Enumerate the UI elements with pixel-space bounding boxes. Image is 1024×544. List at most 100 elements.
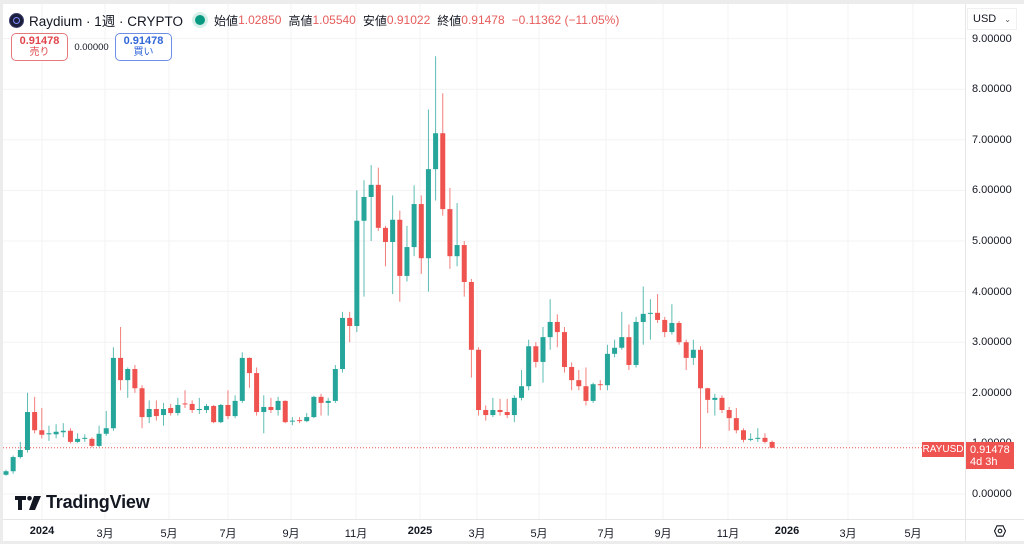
time-tick-label: 5月: [904, 528, 922, 540]
chart-pane[interactable]: Raydium · 1週 · CRYPTO 始値 1.02850 高値 1.05…: [3, 4, 965, 519]
candle: [189, 400, 195, 414]
market-open-status-icon: [195, 15, 206, 25]
candle: [340, 311, 346, 373]
candle: [82, 434, 88, 442]
candle: [175, 397, 181, 416]
gear-icon[interactable]: [994, 525, 1006, 537]
candle: [519, 370, 525, 401]
price-tick-label: 5.00000: [972, 235, 1012, 247]
candle: [196, 397, 202, 415]
buy-label: 買い: [133, 47, 154, 58]
candle: [254, 367, 260, 416]
sell-button[interactable]: 0.91478 売り: [11, 33, 68, 61]
price-tick-label: 7.00000: [972, 133, 1012, 146]
candle: [139, 385, 145, 429]
candle: [397, 210, 403, 302]
candle: [318, 393, 324, 416]
time-tick-label: 2024: [29, 525, 55, 537]
candle: [576, 370, 582, 391]
tradingview-watermark[interactable]: TradingView: [15, 492, 150, 513]
candle: [604, 344, 610, 391]
candle: [232, 395, 238, 419]
candle: [203, 403, 209, 414]
candle: [504, 398, 510, 419]
candle: [103, 411, 109, 436]
price-tick-label: 2.00000: [972, 386, 1012, 399]
candle: [153, 400, 159, 421]
candle: [261, 395, 267, 434]
candle: [289, 417, 295, 426]
candle: [425, 109, 431, 292]
currency-selector[interactable]: USD ⌄: [967, 8, 1017, 30]
price-tick-label: 0.00000: [972, 488, 1012, 500]
candle: [239, 352, 245, 403]
time-tick-label: 11月: [716, 528, 740, 540]
candle: [762, 433, 768, 444]
candle: [146, 400, 152, 424]
candle: [297, 417, 303, 424]
raydium-logo-icon: [9, 12, 24, 28]
candle: [53, 424, 59, 439]
candlestick-chart[interactable]: [3, 4, 965, 519]
candle: [497, 398, 503, 416]
price-tick-label: 4.00000: [972, 285, 1012, 298]
candle: [96, 425, 102, 447]
time-tick-label: 11月: [344, 528, 368, 540]
candle: [583, 367, 589, 406]
close-label: 終値: [437, 13, 462, 28]
high-label: 高値: [288, 13, 313, 28]
price-tick-label: 3.00000: [972, 336, 1012, 349]
candle: [390, 195, 396, 295]
time-tick-label: 9月: [282, 528, 300, 540]
price-axis[interactable]: 9.00000 8.00000 7.00000 6.00000 5.00000 4.000…: [965, 4, 1024, 519]
price-tick-label: 8.00000: [972, 83, 1012, 96]
candle: [719, 395, 725, 414]
candle: [755, 428, 761, 442]
symbol-title[interactable]: Raydium · 1週 · CRYPTO: [29, 14, 184, 29]
time-axis[interactable]: 2024 3月 5月 7月 9月 11月 2025 3月 5月 7月 9月 11月 2026 3月 5月: [3, 519, 965, 542]
candle: [619, 311, 625, 350]
candle: [75, 433, 81, 443]
candle: [89, 437, 95, 448]
candle: [361, 180, 367, 297]
candle: [24, 392, 30, 453]
candle: [182, 390, 188, 408]
candle: [375, 167, 381, 231]
candle: [705, 387, 711, 414]
buy-button[interactable]: 0.91478 買い: [115, 33, 172, 61]
candle: [354, 190, 360, 333]
time-tick-label: 2026: [774, 525, 800, 537]
candle: [647, 299, 653, 340]
candle: [382, 225, 388, 267]
trade-buttons: 0.91478 売り 0.00000 0.91478 買い: [11, 33, 172, 61]
candle: [118, 327, 124, 391]
candle: [769, 440, 775, 448]
currency-value: USD: [973, 13, 997, 25]
candle: [411, 185, 417, 257]
high-value: 1.05540: [312, 13, 356, 27]
time-tick-label: 3月: [96, 528, 114, 540]
candle: [597, 380, 603, 391]
time-tick-label: 5月: [530, 528, 548, 540]
candle: [268, 397, 274, 414]
candle: [640, 286, 646, 345]
time-tick-label: 3月: [839, 528, 857, 540]
candle: [468, 278, 474, 378]
candle: [748, 433, 754, 442]
candle: [32, 396, 38, 434]
last-price-badge: 0.91478 4d 3h: [966, 442, 1014, 469]
change-value: −0.11362 (−11.05%): [511, 13, 620, 27]
candle: [490, 397, 496, 418]
symbol-price-line-label: RAYUSD: [922, 442, 964, 457]
candle: [132, 364, 138, 393]
candle: [626, 324, 632, 371]
time-tick-label: 3月: [468, 528, 486, 540]
price-tick-label: 9.00000: [972, 32, 1012, 45]
candle: [461, 241, 467, 297]
candle: [633, 316, 639, 368]
candle: [211, 404, 217, 424]
candle: [547, 299, 553, 350]
time-tick-label: 7月: [597, 528, 615, 540]
candle: [218, 403, 224, 424]
bar-countdown: 4d 3h: [970, 455, 998, 468]
